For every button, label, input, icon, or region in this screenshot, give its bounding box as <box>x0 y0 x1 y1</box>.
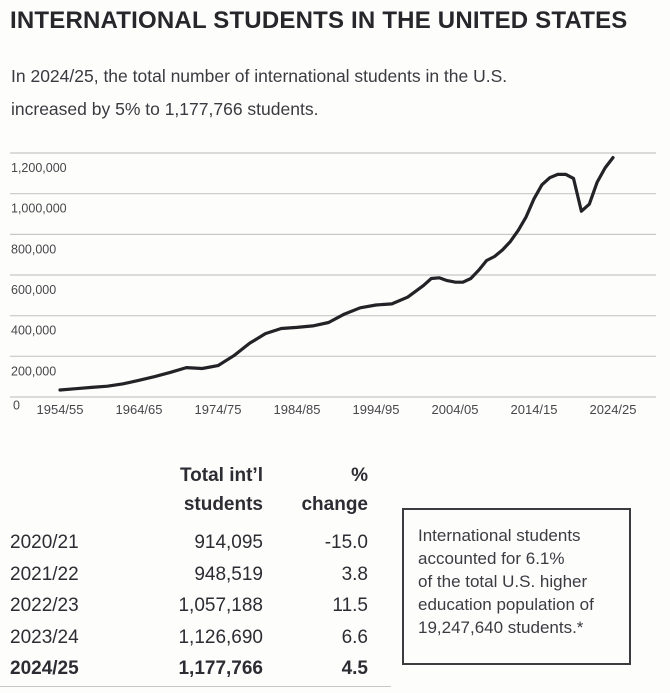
row-total-students: 1,126,690 <box>178 626 263 648</box>
highlight-note-box: International students accounted for 6.1%… <box>402 508 631 665</box>
page-subtitle: In 2024/25, the total number of internat… <box>11 60 507 126</box>
x-axis-tick-label: 1974/75 <box>195 402 242 417</box>
line-chart: 0 200,000 400,000 600,000 800,000 1,000,000 1,… <box>10 152 656 417</box>
row-total-students: 1,057,188 <box>178 595 263 616</box>
row-year: 2022/23 <box>10 595 79 616</box>
y-axis-tick-label: 800,000 <box>11 242 56 256</box>
row-year: 2024/25 <box>10 658 79 679</box>
subtitle-line-1: In 2024/25, the total number of internat… <box>11 66 508 86</box>
row-percent-change: 11.5 <box>332 595 368 616</box>
row-percent-change: 4.5 <box>341 658 368 679</box>
header-total-line1: Total int’l <box>179 465 263 486</box>
header-change-line2: change <box>301 494 368 515</box>
row-year: 2020/21 <box>10 532 79 553</box>
note-line: of the total U.S. higher <box>418 572 588 591</box>
y-axis-tick-label: 400,000 <box>11 324 56 338</box>
table-body: 2020/21 914,095 -15.0 2021/22 948,519 3.8 2022… <box>10 527 368 685</box>
x-axis-tick-label: 2014/15 <box>511 402 558 417</box>
header-change-line1: % <box>351 465 368 486</box>
row-total-students: 948,519 <box>194 563 263 585</box>
students-table: Total int’l % students change 2020/21 914… <box>10 455 368 685</box>
row-percent-change: 6.6 <box>341 626 368 648</box>
row-total-students: 1,177,766 <box>178 658 263 679</box>
table-bottom-rule <box>0 686 391 687</box>
x-axis-tick-label: 1994/95 <box>353 402 400 417</box>
table-row: 2021/22 948,519 3.8 <box>10 559 368 591</box>
header-year-blank <box>10 461 100 490</box>
note-line: accounted for 6.1% <box>418 549 565 568</box>
row-total-students: 914,095 <box>194 532 263 553</box>
y-axis-tick-label: 1,200,000 <box>11 161 67 175</box>
table-row: 2022/23 1,057,188 11.5 <box>10 590 368 622</box>
note-line: education population of <box>418 595 594 614</box>
table-row: 2023/24 1,126,690 6.6 <box>10 622 368 654</box>
x-axis-tick-label: 1954/55 <box>37 402 84 417</box>
header-year-blank2 <box>10 490 100 519</box>
x-axis-tick-label: 1964/65 <box>116 402 163 417</box>
y-axis-tick-label: 600,000 <box>11 283 56 297</box>
note-line: International students <box>418 526 581 545</box>
x-axis-tick-label: 2004/05 <box>432 402 479 417</box>
page-title: INTERNATIONAL STUDENTS IN THE UNITED STA… <box>10 7 628 34</box>
table-row: 2024/25 1,177,766 4.5 <box>10 653 368 685</box>
row-percent-change: -15.0 <box>324 532 368 553</box>
row-percent-change: 3.8 <box>341 563 368 585</box>
table-header: Total int’l % students change <box>10 455 368 519</box>
subtitle-line-2: increased by 5% to 1,177,766 students. <box>11 99 319 119</box>
x-axis-tick-label: 1984/85 <box>274 402 321 417</box>
row-year: 2021/22 <box>10 563 79 585</box>
y-axis-tick-label: 200,000 <box>11 364 56 378</box>
table-row: 2020/21 914,095 -15.0 <box>10 527 368 559</box>
header-total-line2: students <box>183 494 263 515</box>
y-axis-tick-label: 1,000,000 <box>11 202 67 216</box>
students-trend-line <box>58 156 615 392</box>
note-line: 19,247,640 students.* <box>418 618 584 637</box>
x-axis-tick-label: 2024/25 <box>590 402 637 417</box>
row-year: 2023/24 <box>10 626 79 648</box>
y-axis-tick-label: 0 <box>13 399 20 413</box>
